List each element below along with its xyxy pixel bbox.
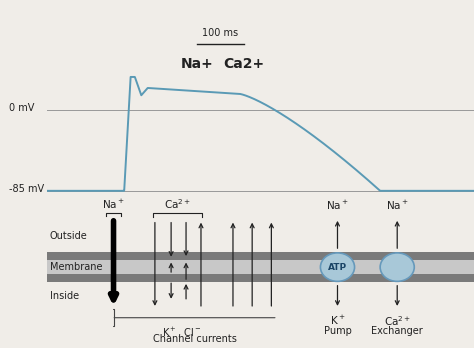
Text: Exchanger: Exchanger — [371, 326, 423, 336]
Text: K$^+$, Cl$^-$: K$^+$, Cl$^-$ — [162, 326, 201, 340]
Text: Channel currents: Channel currents — [153, 334, 237, 344]
Text: Inside: Inside — [50, 291, 79, 301]
Bar — [47, 274, 474, 282]
Text: 100 ms: 100 ms — [202, 28, 238, 38]
Text: Ca$^{2+}$: Ca$^{2+}$ — [383, 314, 411, 328]
Text: Ca$^{2+}$: Ca$^{2+}$ — [164, 197, 191, 211]
Text: Ca2+: Ca2+ — [223, 57, 264, 71]
Text: Na$^+$: Na$^+$ — [326, 199, 349, 212]
Bar — [47, 252, 474, 282]
Text: K$^+$: K$^+$ — [329, 314, 346, 327]
Text: Na+: Na+ — [180, 57, 213, 71]
Text: -85 mV: -85 mV — [9, 184, 44, 193]
Text: 0 mV: 0 mV — [9, 103, 35, 113]
Text: Outside: Outside — [50, 231, 87, 241]
Text: Na$^+$: Na$^+$ — [386, 199, 409, 212]
Circle shape — [320, 253, 355, 282]
Text: Membrane: Membrane — [50, 262, 102, 272]
Text: Na$^+$: Na$^+$ — [102, 198, 125, 211]
Bar — [47, 252, 474, 260]
Text: ATP: ATP — [328, 263, 347, 272]
Circle shape — [380, 253, 414, 282]
Text: Pump: Pump — [324, 326, 351, 336]
